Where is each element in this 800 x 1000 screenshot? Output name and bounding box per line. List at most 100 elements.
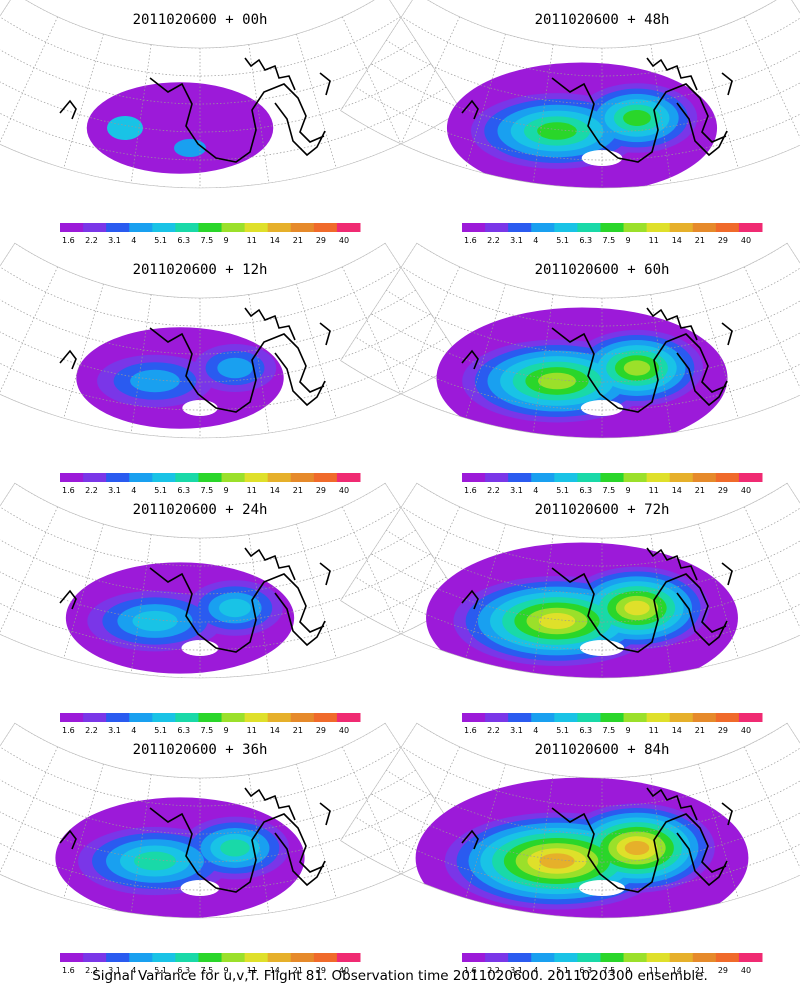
map-panel: 2011020600 + 24h 1.6 2.2 3.1 4 5.1 6.3 7.5 9 11 14… <box>0 482 462 735</box>
colorbar-swatch <box>623 713 648 722</box>
colorbar-swatch <box>577 223 601 232</box>
colorbar-label: 1.6 <box>62 486 75 495</box>
colorbar-label: 29 <box>718 966 728 975</box>
map-panel: 2011020600 + 12h 1.6 2.2 3.1 4 5.1 6.3 7.5 9 11 14… <box>0 242 462 495</box>
colorbar-swatch <box>600 953 625 962</box>
colorbar-swatch <box>267 953 292 962</box>
colorbar-swatch <box>531 223 555 232</box>
colorbar-swatch <box>692 473 717 482</box>
colorbar-swatch <box>198 713 223 722</box>
colorbar-swatch <box>485 953 509 962</box>
coastline <box>59 57 331 163</box>
colorbar-swatch <box>577 473 601 482</box>
colorbar-swatch <box>715 713 740 722</box>
colorbar-label: 29 <box>718 236 728 245</box>
variance-field <box>0 723 462 919</box>
colorbar-swatch <box>715 223 740 232</box>
colorbar-swatch <box>60 223 84 232</box>
colorbar-label: 7.5 <box>200 486 213 495</box>
colorbar-label: 7.5 <box>602 966 615 975</box>
colorbar-label: 14 <box>270 966 280 975</box>
colorbar-label: 21 <box>695 236 705 245</box>
colorbar-label: 6.3 <box>579 236 592 245</box>
figure-caption: Signal Variance for u,v,T. Flight 81. Ob… <box>92 968 708 984</box>
colorbar: 1.6 2.2 3.1 4 5.1 6.3 7.5 9 11 14 21 29 40 <box>60 473 361 495</box>
colorbar-label: 9 <box>224 486 229 495</box>
variance-field <box>340 0 800 189</box>
colorbar-label: 9 <box>626 486 631 495</box>
colorbar-swatch <box>531 953 555 962</box>
colorbar-label: 6.3 <box>579 966 592 975</box>
colorbar-swatch <box>244 473 269 482</box>
colorbar-swatch <box>290 713 315 722</box>
colorbar-swatch <box>267 713 292 722</box>
colorbar-swatch <box>623 473 648 482</box>
colorbar-swatch <box>554 473 578 482</box>
colorbar-label: 7.5 <box>602 486 615 495</box>
colorbar-swatch <box>221 713 246 722</box>
panel-title: 2011020600 + 60h <box>535 262 670 278</box>
colorbar-swatch <box>175 223 199 232</box>
colorbar-label: 2.2 <box>487 236 500 245</box>
colorbar-label: 2.2 <box>487 486 500 495</box>
colorbar-label: 1.6 <box>464 236 477 245</box>
colorbar-label: 40 <box>741 486 751 495</box>
coastline <box>59 307 331 413</box>
colorbar-label: 3.1 <box>510 236 523 245</box>
colorbar-label: 9 <box>224 236 229 245</box>
colorbar-swatch <box>244 223 269 232</box>
colorbar-label: 14 <box>672 486 682 495</box>
map-panel: 2011020600 + 72h 1.6 2.2 3.1 4 5.1 6.3 7.5 9 11 14… <box>340 482 800 735</box>
colorbar-swatch <box>646 953 671 962</box>
colorbar-swatch <box>738 953 763 962</box>
colorbar-label: 11 <box>649 236 659 245</box>
colorbar-label: 9 <box>626 236 631 245</box>
colorbar-swatch <box>313 713 338 722</box>
colorbar-label: 40 <box>741 236 751 245</box>
colorbar-swatch <box>462 713 486 722</box>
panel-title: 2011020600 + 36h <box>133 742 268 758</box>
colorbar-swatch <box>267 223 292 232</box>
colorbar-label: 1.6 <box>62 966 75 975</box>
colorbar-label: 14 <box>270 726 280 735</box>
colorbar-swatch <box>313 223 338 232</box>
colorbar-label: 29 <box>316 236 326 245</box>
colorbar-swatch <box>129 953 153 962</box>
colorbar-swatch <box>106 473 130 482</box>
colorbar-swatch <box>106 713 130 722</box>
colorbar-label: 14 <box>672 236 682 245</box>
colorbar-label: 4 <box>533 236 538 245</box>
colorbar-label: 29 <box>718 486 728 495</box>
colorbar-label: 4 <box>131 486 136 495</box>
colorbar-swatch <box>738 713 763 722</box>
colorbar-label: 3.1 <box>108 726 121 735</box>
colorbar-swatch <box>290 953 315 962</box>
panel-title: 2011020600 + 72h <box>535 502 670 518</box>
colorbar-label: 1.6 <box>464 966 477 975</box>
colorbar-label: 4 <box>533 966 538 975</box>
colorbar-swatch <box>83 953 107 962</box>
colorbar-label: 11 <box>247 726 257 735</box>
colorbar-swatch <box>646 223 671 232</box>
colorbar-swatch <box>106 953 130 962</box>
panel-title: 2011020600 + 24h <box>133 502 268 518</box>
colorbar-label: 40 <box>339 726 349 735</box>
colorbar-swatch <box>313 953 338 962</box>
colorbar-swatch <box>508 713 532 722</box>
colorbar-swatch <box>198 953 223 962</box>
panel-title: 2011020600 + 48h <box>535 12 670 28</box>
colorbar-swatch <box>715 953 740 962</box>
colorbar-label: 9 <box>224 966 229 975</box>
colorbar-swatch <box>106 223 130 232</box>
colorbar-swatch <box>577 953 601 962</box>
colorbar-label: 29 <box>316 486 326 495</box>
map-panel: 2011020600 + 36h 1.6 2.2 3.1 4 5.1 6.3 7.5 9 11 14… <box>0 722 462 975</box>
colorbar-label: 4 <box>533 486 538 495</box>
colorbar-swatch <box>485 473 509 482</box>
colorbar-label: 11 <box>649 726 659 735</box>
colorbar-swatch <box>129 223 153 232</box>
colorbar-label: 5.1 <box>556 966 569 975</box>
colorbar-label: 3.1 <box>108 486 121 495</box>
colorbar-label: 5.1 <box>154 486 167 495</box>
colorbar-swatch <box>485 223 509 232</box>
